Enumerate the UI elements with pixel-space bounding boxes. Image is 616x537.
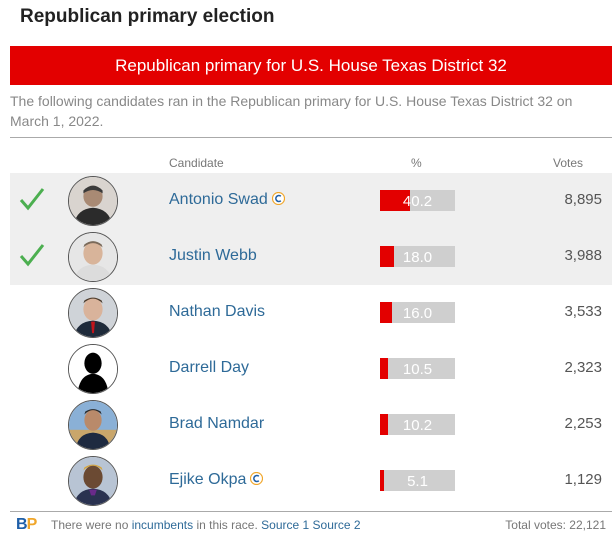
race-header: Republican primary for U.S. House Texas …: [10, 46, 612, 85]
footer-note: There were no incumbents in this race. S…: [51, 518, 361, 532]
logo-letter-p: P: [26, 516, 38, 533]
avatar: [68, 176, 118, 226]
winner-check-icon: [19, 244, 45, 267]
candidate-link[interactable]: Darrell Day: [169, 359, 249, 377]
candidate-name: Nathan Davis: [169, 303, 266, 320]
vote-count: 2,323: [564, 359, 602, 376]
candidate-name: Darrell Day: [169, 359, 250, 376]
candidate-connection-icon: [271, 192, 285, 205]
percent-bar-fill: [380, 302, 392, 323]
page-title: Republican primary election: [20, 6, 275, 27]
table-row: Antonio Swad 40.2 8,895: [10, 173, 612, 229]
percent-bar: 40.2: [380, 190, 455, 211]
percent-bar-fill: [380, 190, 411, 211]
total-votes: Total votes: 22,121: [505, 518, 606, 532]
avatar: [68, 456, 118, 506]
percent-bar: 10.2: [380, 414, 455, 435]
source-2-link[interactable]: Source 2: [312, 518, 361, 532]
candidate-link[interactable]: Brad Namdar: [169, 415, 264, 433]
avatar: [68, 344, 118, 394]
source-1-link[interactable]: Source 1: [261, 518, 310, 532]
candidate-name: Justin Webb: [169, 247, 257, 264]
candidate-link[interactable]: Ejike Okpa: [169, 471, 264, 489]
percent-bar: 16.0: [380, 302, 455, 323]
candidate-link[interactable]: Antonio Swad: [169, 191, 285, 209]
vote-count: 3,533: [564, 303, 602, 320]
table-divider-top: [10, 137, 612, 138]
column-header-percent: %: [411, 156, 422, 170]
percent-label: 10.5: [402, 361, 433, 378]
candidate-name: Ejike Okpa: [169, 471, 247, 488]
race-intro: The following candidates ran in the Repu…: [10, 93, 573, 129]
avatar: [68, 400, 118, 450]
table-divider-bottom: [10, 511, 612, 512]
table-row: Justin Webb 18.0 3,988: [10, 229, 612, 285]
percent-label: 16.0: [402, 305, 433, 322]
percent-bar: 5.1: [380, 470, 455, 491]
table-row: Ejike Okpa 5.1 1,129: [10, 453, 612, 509]
results-table: Antonio Swad 40.2 8,895 Justin Webb 18.0…: [10, 173, 612, 509]
candidate-name: Antonio Swad: [169, 191, 268, 208]
vote-count: 3,988: [564, 247, 602, 264]
percent-bar-fill: [380, 358, 388, 379]
footer-text-before: There were no: [51, 518, 129, 532]
race-header-label: Republican primary for U.S. House Texas …: [115, 55, 507, 75]
vote-count: 1,129: [564, 471, 602, 488]
results-footer: BP There were no incumbents in this race…: [16, 516, 606, 535]
avatar: [68, 288, 118, 338]
percent-bar-fill: [380, 414, 388, 435]
avatar: [68, 232, 118, 282]
percent-label: 10.2: [402, 417, 433, 434]
percent-bar-fill: [380, 470, 384, 491]
vote-count: 2,253: [564, 415, 602, 432]
percent-label: 40.2: [402, 193, 433, 210]
column-header-candidate: Candidate: [169, 156, 224, 170]
vote-count: 8,895: [564, 191, 602, 208]
candidate-name: Brad Namdar: [169, 415, 265, 432]
ballotpedia-logo[interactable]: BP: [16, 516, 38, 534]
column-header-votes: Votes: [553, 156, 584, 170]
percent-bar: 10.5: [380, 358, 455, 379]
candidate-link[interactable]: Nathan Davis: [169, 303, 265, 321]
percent-label: 5.1: [407, 473, 428, 490]
table-row: Brad Namdar 10.2 2,253: [10, 397, 612, 453]
table-row: Nathan Davis 16.0 3,533: [10, 285, 612, 341]
silhouette-icon: [69, 345, 117, 393]
incumbents-link[interactable]: incumbents: [131, 518, 194, 532]
candidate-connection-icon: [250, 472, 264, 485]
percent-label: 18.0: [402, 249, 433, 266]
percent-bar: 18.0: [380, 246, 455, 267]
winner-check-icon: [19, 188, 45, 211]
footer-text-after: in this race.: [196, 518, 258, 532]
table-row: Darrell Day 10.5 2,323: [10, 341, 612, 397]
candidate-link[interactable]: Justin Webb: [169, 247, 257, 265]
percent-bar-fill: [380, 246, 394, 267]
logo-letter-b: B: [16, 516, 28, 533]
